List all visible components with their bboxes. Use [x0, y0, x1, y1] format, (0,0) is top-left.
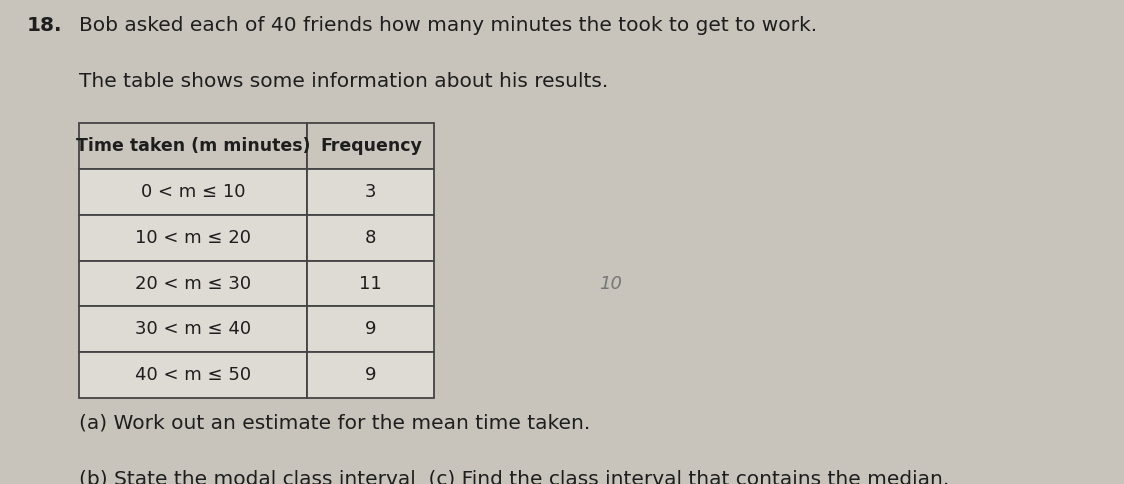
Text: 10: 10 [599, 274, 622, 292]
Text: Time taken (m minutes): Time taken (m minutes) [76, 137, 310, 155]
Bar [80, 123, 307, 169]
Bar [80, 215, 307, 261]
Text: 40 < m ≤ 50: 40 < m ≤ 50 [135, 366, 252, 384]
Text: The table shows some information about his results.: The table shows some information about h… [80, 72, 609, 91]
Bar [80, 306, 307, 352]
Bar [307, 261, 434, 306]
Text: 18.: 18. [27, 16, 62, 35]
Text: 9: 9 [365, 366, 377, 384]
Text: 10 < m ≤ 20: 10 < m ≤ 20 [135, 229, 252, 247]
Bar [307, 123, 434, 169]
Bar [307, 169, 434, 215]
Text: 11: 11 [360, 274, 382, 292]
Text: 20 < m ≤ 30: 20 < m ≤ 30 [135, 274, 252, 292]
Text: 3: 3 [365, 183, 377, 201]
Text: 0 < m ≤ 10: 0 < m ≤ 10 [142, 183, 246, 201]
Bar [307, 352, 434, 398]
Text: 9: 9 [365, 320, 377, 338]
Text: 8: 8 [365, 229, 377, 247]
Bar [80, 352, 307, 398]
Bar [80, 169, 307, 215]
Bar [307, 215, 434, 261]
Bar [80, 261, 307, 306]
Bar [307, 306, 434, 352]
Text: (b) State the modal class interval  (c) Find the class interval that contains th: (b) State the modal class interval (c) F… [80, 469, 950, 484]
Text: (a) Work out an estimate for the mean time taken.: (a) Work out an estimate for the mean ti… [80, 414, 591, 433]
Text: Bob asked each of 40 friends how many minutes the took to get to work.: Bob asked each of 40 friends how many mi… [80, 16, 817, 35]
Text: 30 < m ≤ 40: 30 < m ≤ 40 [135, 320, 252, 338]
Text: Frequency: Frequency [320, 137, 422, 155]
